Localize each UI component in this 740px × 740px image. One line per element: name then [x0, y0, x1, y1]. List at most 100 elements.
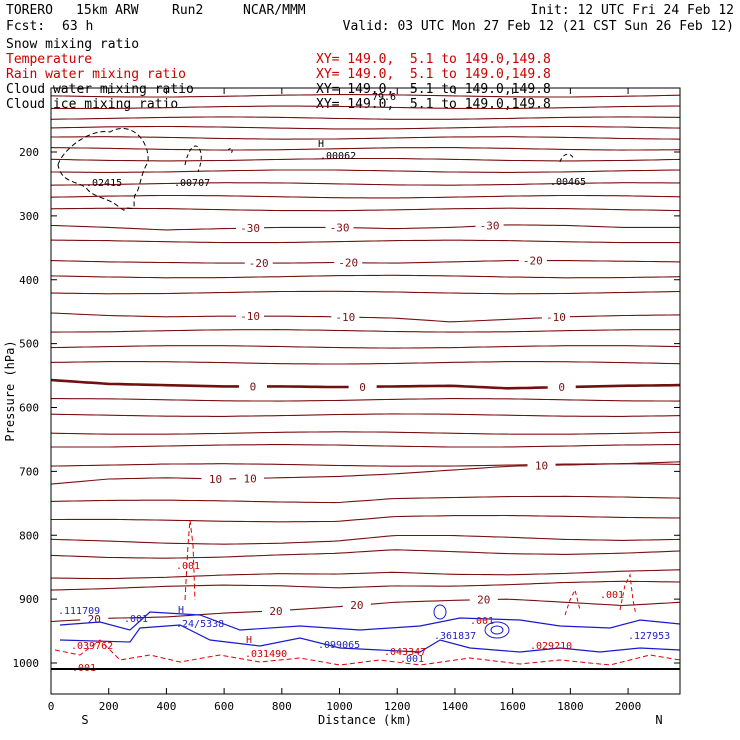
- y-tick-label: 1000: [13, 657, 40, 670]
- snow-contour: [57, 127, 149, 211]
- field-annotation: H: [318, 139, 324, 150]
- isotherm: [50, 194, 681, 199]
- isotherm: [50, 116, 681, 120]
- x-tick-label: 1800: [557, 700, 584, 713]
- y-tick-label: 300: [19, 210, 39, 223]
- isotherm: [50, 495, 681, 504]
- axes: 0 200 400 600 800 1000 1200 1400 1600 1800 2000200…: [13, 88, 680, 713]
- snow-contours: [57, 127, 575, 211]
- rain-contour: [564, 588, 581, 616]
- label-backdrop: [201, 472, 230, 485]
- legend-snow: Snow mixing ratio: [6, 37, 140, 52]
- isotherm: [51, 329, 681, 333]
- x-tick-label: 1600: [499, 700, 526, 713]
- isotherm: [50, 580, 681, 591]
- isotherm: [50, 125, 681, 130]
- field-annotation: .361837: [434, 631, 476, 642]
- x-tick-label: 400: [156, 700, 176, 713]
- x-tick-label: 800: [272, 700, 292, 713]
- field-annotation: .001: [400, 654, 424, 665]
- field-annotation: .001: [600, 590, 624, 601]
- resolution: 15km ARW: [76, 3, 139, 18]
- isotherm-10: [50, 461, 681, 485]
- isotherm: [50, 413, 681, 417]
- isotherm: [51, 290, 681, 295]
- rain-contour: [54, 639, 681, 666]
- label-backdrop: [469, 593, 498, 606]
- label-backdrop: [238, 380, 267, 393]
- isotherm-label: 10: [209, 473, 222, 486]
- label-backdrop: [518, 254, 547, 267]
- isotherm--30: [50, 224, 680, 231]
- cloud-water-core: [490, 625, 504, 635]
- isotherm: [51, 514, 681, 523]
- y-tick-label: 800: [19, 529, 39, 542]
- legend-cloud-water-xy: XY= 149.0, 5.1 to 149.0,149.8: [316, 82, 551, 97]
- label-backdrop: [527, 459, 556, 472]
- isotherm--20: [50, 260, 681, 264]
- isotherm-lines: [50, 94, 681, 623]
- snow-contour: [559, 153, 575, 163]
- field-annotation: 79.6: [372, 92, 396, 103]
- x-tick-label: 1200: [384, 700, 411, 713]
- field-annotation: .031490: [245, 649, 287, 660]
- legend-rain: Rain water mixing ratio: [6, 67, 187, 82]
- field-annotation: .001: [470, 616, 494, 627]
- valid-time: Valid: 03 UTC Mon 27 Feb 12 (21 CST Sun …: [342, 19, 734, 34]
- label-backdrop: [547, 381, 576, 394]
- isotherm: [50, 463, 681, 467]
- x-axis-label: Distance (km): [318, 713, 412, 727]
- isotherm: [51, 136, 681, 140]
- field-annotation: .00465: [550, 177, 586, 188]
- y-tick-label: 400: [19, 274, 39, 287]
- label-backdrop: [475, 219, 504, 232]
- x-tick-label: 1400: [442, 700, 469, 713]
- isotherm: [50, 274, 681, 279]
- isotherm-label: -20: [249, 257, 269, 270]
- x-tick-label: 0: [48, 700, 55, 713]
- legend-temperature-xy: XY= 149.0, 5.1 to 149.0,149.8: [316, 52, 551, 67]
- x-tick-label: 200: [99, 700, 119, 713]
- isotherm-labels: -30 -30 -30 -20 -20 -20 -10 -10 -10 0 0 0 10 10 10 20 20…: [80, 219, 576, 626]
- low-level-contours: [54, 519, 681, 666]
- cloud-water-contour: [59, 624, 681, 653]
- isotherm-label: -30: [240, 222, 260, 235]
- label-backdrop: [342, 599, 371, 612]
- cloud-water-contour: [59, 611, 681, 631]
- isotherm: [50, 207, 681, 212]
- isotherm: [50, 431, 681, 435]
- x-tick-label: 600: [214, 700, 234, 713]
- rain-contour: [184, 519, 196, 601]
- label-backdrop: [331, 310, 360, 323]
- organization: NCAR/MMM: [243, 3, 306, 18]
- isotherm: [51, 569, 681, 580]
- legend-cloud-water: Cloud water mixing ratio: [6, 82, 194, 97]
- isotherm-label: 0: [359, 381, 366, 394]
- label-backdrop: [325, 221, 354, 234]
- field-annotation: .127953: [628, 631, 670, 642]
- field-annotation: .111709: [58, 606, 100, 617]
- isotherm-label: -10: [546, 311, 566, 324]
- y-tick-label: 700: [19, 465, 39, 478]
- field-annotation: H: [246, 635, 252, 646]
- x-tick-label: 2000: [615, 700, 642, 713]
- forecast-hours: 63 h: [62, 19, 94, 34]
- north-label: N: [655, 713, 662, 727]
- isotherm-label: -10: [240, 310, 260, 323]
- field-annotation: .001: [176, 561, 200, 572]
- isotherm: [50, 361, 681, 365]
- legend-temperature: Temperature: [6, 52, 93, 67]
- isotherm--10: [50, 312, 680, 323]
- isotherm-label: 0: [558, 381, 565, 394]
- y-tick-label: 500: [19, 338, 39, 351]
- label-backdrop: [334, 256, 363, 269]
- forecast-label: Fcst:: [6, 19, 46, 34]
- isotherm-label: 0: [250, 380, 257, 393]
- isotherm-label: 10: [243, 472, 256, 485]
- isotherm: [50, 239, 680, 244]
- isotherm-label: 20: [477, 594, 490, 607]
- legend-rain-xy: XY= 149.0, 5.1 to 149.0,149.8: [316, 67, 551, 82]
- field-annotation: .001: [124, 614, 148, 625]
- south-label: S: [81, 713, 88, 727]
